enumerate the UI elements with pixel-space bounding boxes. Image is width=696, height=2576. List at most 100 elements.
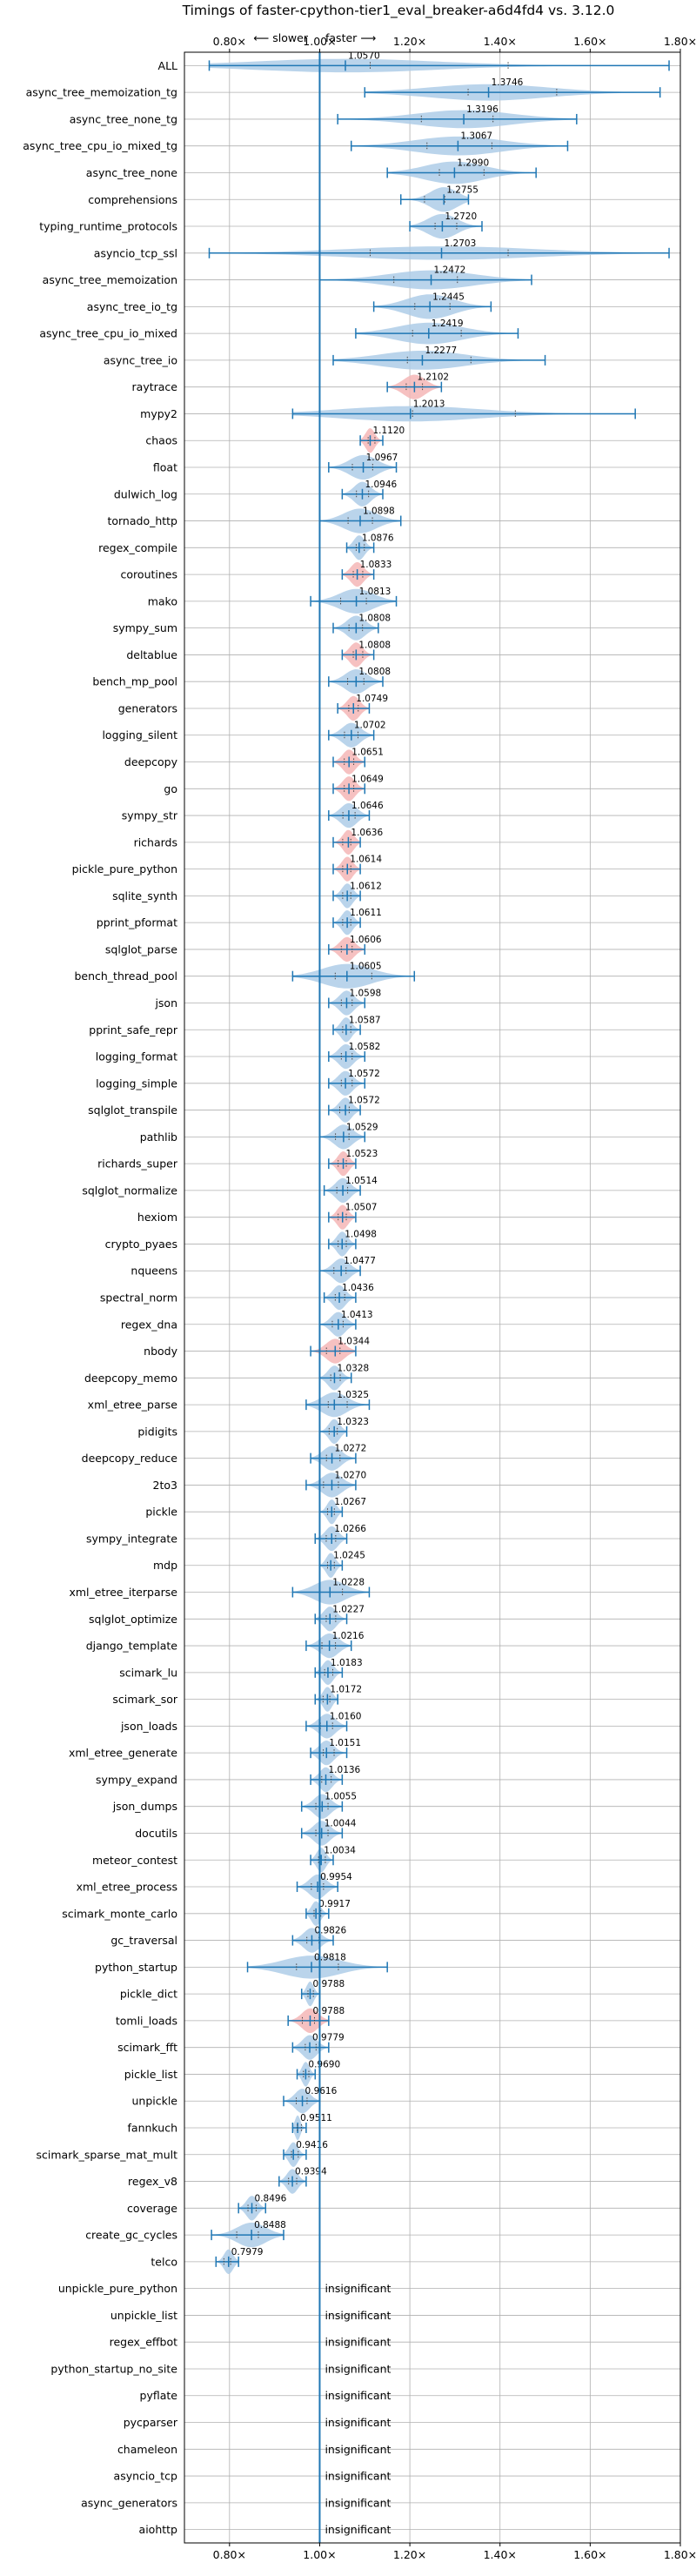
benchmark-label: unpickle_pure_python bbox=[58, 2282, 177, 2295]
mean-value-label: 0.9788 bbox=[312, 2006, 345, 2016]
benchmark-label: xml_etree_process bbox=[77, 1881, 177, 1894]
direction-slower: ⟵ slower bbox=[253, 31, 308, 44]
benchmark-label: hexiom bbox=[137, 1211, 177, 1224]
mean-value-label: 1.0529 bbox=[346, 1122, 378, 1132]
x-tick-label-bottom: 1.80× bbox=[664, 2548, 696, 2561]
mean-value-label: 0.9954 bbox=[320, 1872, 352, 1882]
benchmark-label: json bbox=[154, 996, 177, 1010]
mean-value-label: 1.0570 bbox=[348, 50, 380, 61]
mean-value-label: 1.0436 bbox=[342, 1283, 374, 1293]
benchmark-label: scimark_fft bbox=[117, 2041, 177, 2054]
benchmark-label: raytrace bbox=[132, 380, 178, 393]
x-tick-label-top: 0.80× bbox=[213, 35, 246, 48]
benchmark-label: django_template bbox=[86, 1640, 178, 1653]
mean-value-label: 1.0651 bbox=[351, 748, 384, 758]
benchmark-label: crypto_pyaes bbox=[105, 1238, 177, 1251]
benchmark-label: mdp bbox=[153, 1559, 177, 1572]
benchmark-label: scimark_lu bbox=[119, 1666, 177, 1679]
benchmark-label: regex_dna bbox=[121, 1318, 177, 1331]
benchmark-label: scimark_sor bbox=[112, 1693, 177, 1706]
mean-value-label: 1.0514 bbox=[345, 1176, 378, 1186]
mean-value-label: 1.0216 bbox=[332, 1631, 365, 1641]
benchmark-label: regex_v8 bbox=[128, 2175, 177, 2188]
mean-value-label: 1.0572 bbox=[348, 1096, 380, 1106]
mean-value-label: 1.0325 bbox=[337, 1390, 369, 1400]
insignificant-label: insignificant bbox=[325, 2362, 391, 2375]
mean-value-label: 1.0572 bbox=[348, 1069, 380, 1079]
benchmark-label: async_tree_memoization bbox=[43, 273, 177, 286]
x-tick-label-top: 1.40× bbox=[484, 35, 517, 48]
benchmark-label: bench_thread_pool bbox=[74, 969, 177, 983]
insignificant-label: insignificant bbox=[325, 2523, 391, 2536]
benchmark-label: telco bbox=[151, 2255, 177, 2268]
benchmark-label: gc_traversal bbox=[110, 1934, 177, 1947]
mean-value-label: 1.0612 bbox=[350, 881, 382, 891]
mean-value-label: 1.0477 bbox=[344, 1256, 376, 1266]
mean-value-label: 1.0523 bbox=[346, 1149, 378, 1159]
mean-value-label: 0.9394 bbox=[295, 2167, 327, 2177]
benchmark-label: unpickle_list bbox=[110, 2309, 177, 2322]
insignificant-label: insignificant bbox=[325, 2443, 391, 2456]
mean-value-label: 1.0967 bbox=[366, 453, 398, 463]
benchmark-label: dulwich_log bbox=[114, 487, 177, 500]
mean-value-label: 1.0611 bbox=[350, 908, 382, 918]
mean-value-label: 1.0413 bbox=[341, 1310, 373, 1320]
mean-value-label: 1.0267 bbox=[334, 1497, 366, 1507]
mean-value-label: 1.0833 bbox=[360, 560, 392, 570]
mean-value-label: 1.0172 bbox=[330, 1685, 362, 1695]
benchmark-label: sqlite_synth bbox=[112, 889, 177, 902]
x-axis-ticks: 0.80× 0.80× 1.00× 1.00× 1.20× 1.20× 1.40× 1.40×… bbox=[213, 35, 696, 2561]
benchmark-label: unpickle bbox=[131, 2095, 177, 2108]
benchmark-label: logging_format bbox=[96, 1050, 177, 1063]
benchmark-label: float bbox=[153, 461, 177, 474]
mean-value-label: 1.2102 bbox=[417, 372, 449, 383]
benchmark-label: mako bbox=[148, 594, 177, 607]
benchmark-label: coroutines bbox=[121, 568, 177, 581]
benchmark-label: asyncio_tcp_ssl bbox=[94, 246, 177, 259]
mean-value-label: 1.0598 bbox=[349, 988, 381, 998]
mean-value-label: 1.0946 bbox=[365, 480, 397, 490]
mean-value-label: 1.0749 bbox=[356, 694, 388, 704]
benchmark-label: nbody bbox=[144, 1345, 177, 1358]
mean-value-label: 0.9416 bbox=[296, 2140, 328, 2150]
insignificant-label: insignificant bbox=[325, 2470, 391, 2483]
mean-value-label: 1.0636 bbox=[351, 828, 383, 838]
benchmark-label: xml_etree_iterparse bbox=[69, 1586, 177, 1599]
x-tick-label-bottom: 0.80× bbox=[213, 2548, 246, 2561]
mean-value-label: 1.0605 bbox=[350, 962, 382, 972]
mean-value-label: 1.0245 bbox=[333, 1551, 365, 1561]
x-tick-label-top: 1.80× bbox=[664, 35, 696, 48]
benchmark-label: pickle_list bbox=[124, 2068, 177, 2081]
mean-value-label: 1.0272 bbox=[335, 1444, 367, 1454]
x-tick-label-top: 1.20× bbox=[393, 35, 426, 48]
benchmark-label: sqlglot_transpile bbox=[88, 1104, 177, 1117]
benchmark-label: richards_super bbox=[97, 1157, 178, 1171]
mean-value-label: 1.0328 bbox=[337, 1363, 369, 1373]
grid-lines bbox=[184, 52, 681, 2543]
mean-value-label: 1.0151 bbox=[329, 1738, 361, 1748]
mean-value-label: 0.9788 bbox=[312, 1979, 345, 1989]
benchmark-label: aiohttp bbox=[139, 2523, 178, 2536]
x-tick-label-top: 1.00× bbox=[303, 35, 336, 48]
benchmark-label: xml_etree_parse bbox=[88, 1399, 178, 1412]
benchmark-label: regex_effbot bbox=[110, 2336, 177, 2349]
benchmark-label: create_gc_cycles bbox=[85, 2229, 177, 2242]
insignificant-label: insignificant bbox=[325, 2496, 391, 2509]
mean-value-label: 0.9818 bbox=[314, 1952, 346, 1962]
benchmark-label: mypy2 bbox=[140, 407, 177, 420]
mean-value-label: 1.0266 bbox=[334, 1524, 366, 1534]
mean-value-label: 1.3746 bbox=[492, 77, 524, 88]
mean-value-label: 1.0507 bbox=[345, 1203, 378, 1213]
benchmark-label: logging_silent bbox=[102, 728, 177, 741]
benchmark-label: pyflate bbox=[140, 2389, 178, 2402]
mean-value-label: 1.0649 bbox=[351, 774, 384, 784]
mean-value-label: 1.2990 bbox=[457, 158, 489, 168]
benchmark-label: tomli_loads bbox=[116, 2014, 177, 2027]
insignificant-label: insignificant bbox=[325, 2309, 391, 2322]
benchmark-label: async_tree_io_tg bbox=[87, 300, 177, 313]
mean-value-label: 1.0702 bbox=[354, 721, 386, 731]
insignificant-label: insignificant bbox=[325, 2282, 391, 2295]
benchmark-label: bench_mp_pool bbox=[92, 675, 177, 688]
benchmark-label: sqlglot_optimize bbox=[89, 1613, 177, 1626]
x-tick-label-bottom: 1.20× bbox=[393, 2548, 426, 2561]
